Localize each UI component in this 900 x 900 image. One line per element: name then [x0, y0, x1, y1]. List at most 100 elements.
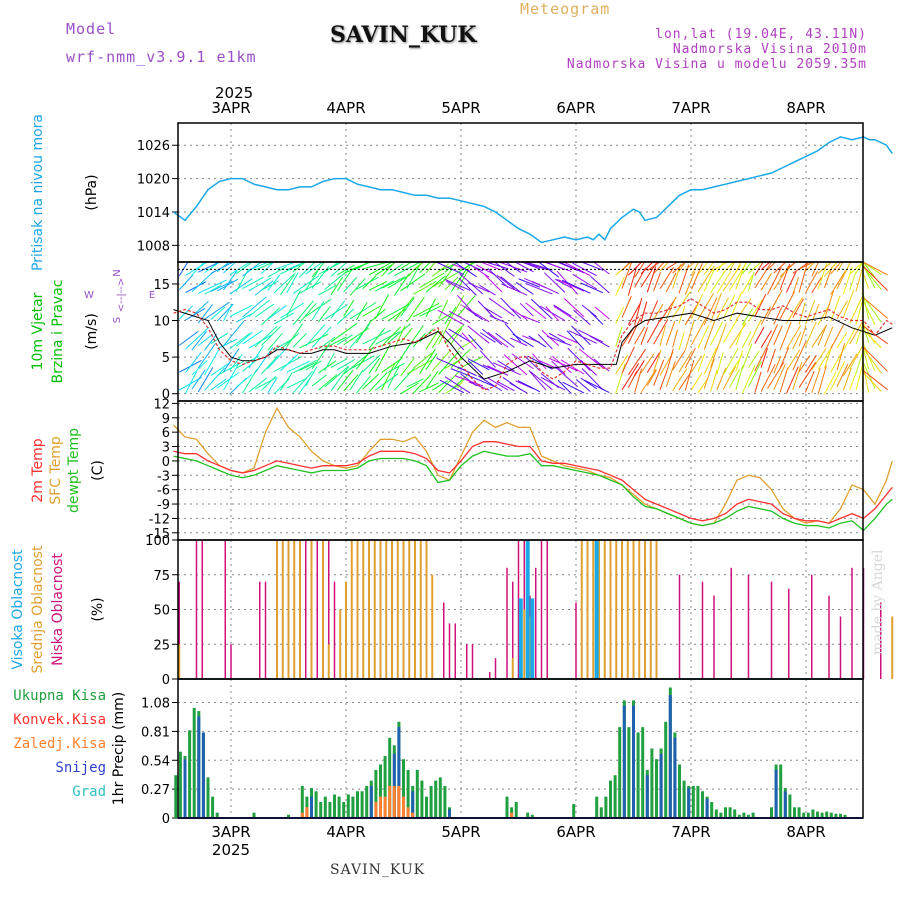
precip-convective-bar — [305, 807, 309, 818]
wind-arrow — [267, 377, 278, 394]
wind-arrow — [387, 323, 411, 344]
cloud-axis-title-1: Srednja Oblacnost — [30, 545, 46, 673]
wind-arrow — [292, 300, 314, 326]
precip-total-bar — [664, 721, 668, 818]
wind-arrow — [703, 261, 715, 275]
wind-arrow — [204, 284, 222, 295]
wind-arrow — [438, 317, 453, 345]
wind-arrow — [842, 327, 857, 351]
wind-arrow — [621, 346, 635, 374]
wind-arrow — [461, 332, 477, 350]
wind-arrow — [672, 368, 688, 391]
wind-arrow — [368, 327, 386, 349]
wind-arrow — [235, 313, 253, 323]
wind-arrow — [286, 261, 306, 271]
wind-arrow — [786, 297, 803, 324]
wind-arrow — [216, 371, 240, 389]
wind-arrow — [484, 274, 503, 293]
x-bottom-date-label: 4APR — [326, 823, 365, 841]
wind-arrow — [684, 359, 695, 391]
wind-arrow — [557, 379, 572, 394]
precip-total-bar — [206, 777, 210, 818]
precip-total-bar — [530, 814, 534, 818]
wind-arrow — [589, 335, 610, 348]
wind-arrow — [425, 261, 437, 274]
wind-arrow — [842, 353, 858, 377]
temp-axis-title-2: dewpt Temp — [66, 428, 82, 513]
wind-arrow — [665, 348, 674, 374]
precip-snow-bar — [687, 788, 691, 818]
precip-total-bar — [650, 748, 654, 818]
wind-arrow — [185, 351, 202, 373]
wind-arrow — [400, 297, 415, 317]
precip-convective-bar — [510, 812, 514, 818]
wind-arrow — [773, 325, 783, 346]
wind-arrow — [191, 360, 208, 376]
wind-arrow — [197, 367, 214, 393]
wind-arrow — [481, 328, 503, 346]
wind-arrow — [754, 344, 769, 372]
wind-arrow — [419, 261, 431, 274]
wind-arrow — [621, 261, 633, 289]
wind-arrow — [653, 272, 661, 292]
wind-arrow — [640, 327, 648, 345]
wind-arrow — [191, 271, 214, 293]
wind-arrow — [792, 298, 804, 318]
precip-total-bar — [618, 727, 622, 818]
wind-arrow — [452, 263, 471, 272]
wind-arrow — [779, 367, 789, 393]
wind-arrow — [703, 358, 715, 389]
x-top-date-label: 7APR — [671, 99, 710, 117]
wind-arrow — [515, 282, 534, 295]
wind-arrow — [362, 305, 381, 317]
wind-arrow — [330, 300, 346, 319]
wind-arrow — [581, 368, 604, 391]
cloud-axis-title-2: Niska Oblacnost — [50, 553, 66, 666]
wind-arrow — [496, 274, 515, 290]
wind-arrow — [634, 297, 643, 325]
wind-arrow — [482, 364, 503, 374]
wind-arrow — [467, 360, 484, 375]
wind-arrow — [697, 353, 706, 373]
wind-arrow — [735, 298, 752, 321]
pressure-line — [173, 136, 893, 244]
wind-arrow — [248, 261, 269, 271]
wind-arrow — [400, 382, 419, 395]
precip-snow-bar — [705, 798, 709, 818]
wind-arrow — [400, 261, 412, 270]
wind-arrow — [767, 289, 783, 317]
wind-arrow — [524, 355, 541, 371]
wind-axis-title-2: Brzina i Pravac — [50, 280, 66, 384]
wind-arrow — [653, 304, 664, 320]
wind-arrow — [487, 331, 509, 348]
y-tick-label: -9 — [157, 498, 170, 513]
wind-arrow — [634, 326, 646, 345]
wind-arrow — [267, 266, 287, 278]
wind-arrow — [273, 312, 295, 325]
wind-arrow — [343, 277, 358, 293]
wind-arrow — [792, 341, 807, 371]
wind-arrow — [729, 369, 740, 388]
wind-arrow — [530, 298, 553, 320]
wind-arrow — [216, 261, 230, 272]
wind-arrow — [691, 355, 703, 372]
wind-arrow — [419, 305, 442, 317]
wind-arrow — [659, 267, 674, 290]
wind-arrow — [368, 357, 380, 374]
wind-speed-line — [173, 297, 893, 391]
precip-total-bar — [636, 732, 640, 818]
precip-convective-bar — [383, 796, 387, 818]
wind-arrow — [261, 375, 277, 391]
wind-arrow — [716, 297, 730, 319]
precip-snow-bar — [783, 791, 787, 818]
station-title: SAVIN_KUK — [330, 22, 477, 48]
wind-arrow — [760, 347, 768, 368]
wind-arrow — [716, 352, 724, 375]
wind-arrow — [627, 302, 641, 326]
wind-arrow — [811, 325, 827, 348]
wind-arrow — [324, 336, 347, 349]
precip-total-bar — [379, 764, 382, 818]
wind-arrow — [525, 302, 547, 320]
wind-arrow — [466, 307, 484, 321]
wind-arrow — [267, 274, 281, 291]
